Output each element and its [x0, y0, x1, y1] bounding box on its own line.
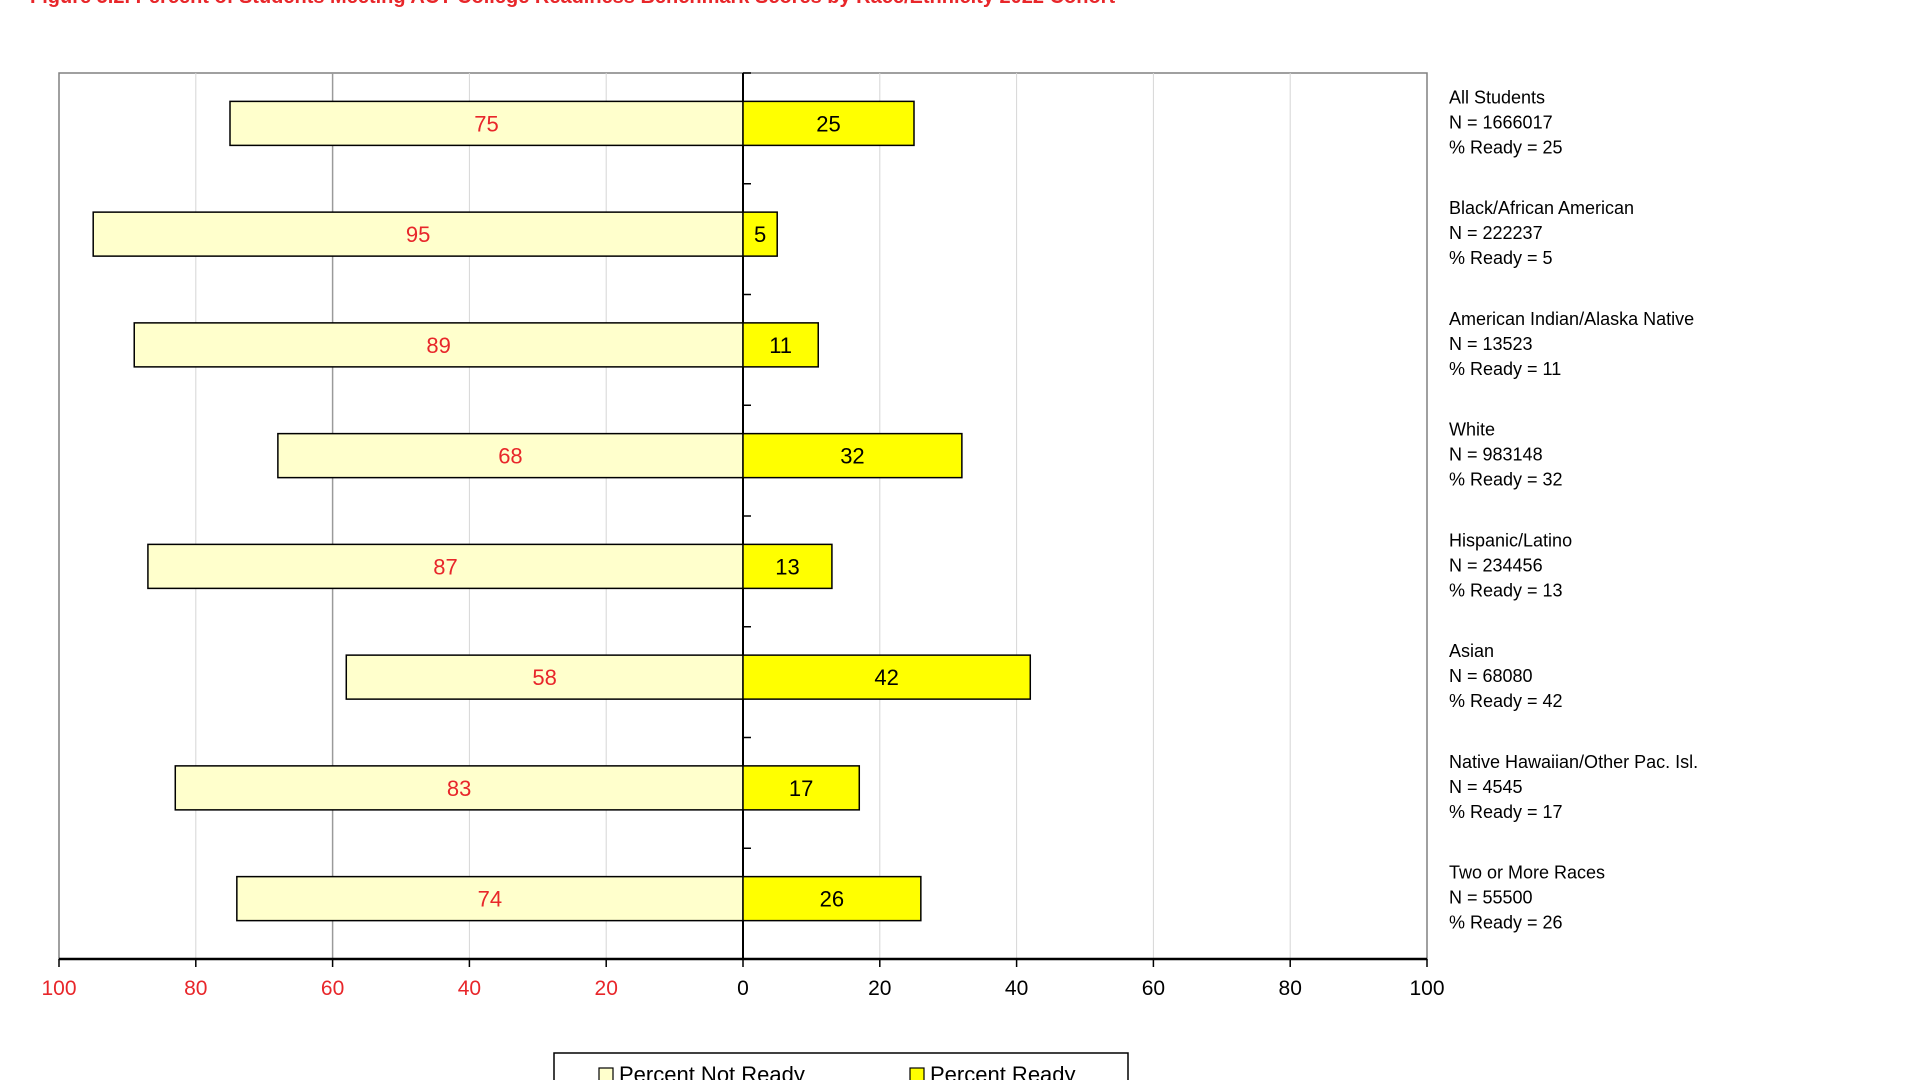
bar-not-ready [174, 765, 744, 811]
bar-not-ready [133, 322, 744, 368]
legend-box [553, 1052, 1129, 1080]
x-tick-label-right: 80 [1279, 977, 1302, 1000]
category-label: Native Hawaiian/Other Pac. Isl. [1449, 752, 1698, 772]
bar-ready [742, 765, 861, 811]
legend-swatch-not-ready [598, 1067, 614, 1080]
category-label: American Indian/Alaska Native [1449, 309, 1694, 329]
x-tick-label-right: 40 [1005, 977, 1028, 1000]
category-percent-ready: % Ready = 42 [1449, 691, 1563, 711]
x-tick-label-right: 0 [737, 977, 749, 1000]
legend-label-ready: Percent Ready [930, 1062, 1076, 1080]
category-label: Two or More Races [1449, 863, 1605, 883]
category-percent-ready: % Ready = 17 [1449, 802, 1563, 822]
data-label-not-ready: 89 [426, 333, 450, 358]
x-tick-label-right: 60 [1142, 977, 1165, 1000]
category-percent-ready: % Ready = 26 [1449, 913, 1563, 933]
chart-title: Figure 5.2. Percent of Students Meeting … [30, 0, 1830, 9]
bar-ready [742, 875, 922, 922]
category-percent-ready: % Ready = 13 [1449, 580, 1563, 600]
data-label-not-ready: 87 [433, 554, 457, 579]
category-n: N = 222237 [1449, 223, 1543, 243]
bar-not-ready [345, 654, 744, 700]
category-label: All Students [1449, 87, 1545, 107]
category-percent-ready: % Ready = 32 [1449, 470, 1563, 490]
category-label: Black/African American [1449, 198, 1634, 218]
data-label-ready: 13 [775, 554, 799, 579]
data-label-ready: 42 [874, 665, 898, 690]
category-percent-ready: % Ready = 5 [1449, 248, 1553, 268]
data-label-not-ready: 74 [478, 887, 502, 912]
data-label-ready: 25 [816, 111, 840, 136]
x-tick-label-right: 20 [868, 977, 891, 1000]
category-n: N = 55500 [1449, 888, 1533, 908]
x-tick-label-left: 40 [458, 977, 481, 1000]
bar-ready [742, 211, 778, 257]
category-n: N = 4545 [1449, 777, 1523, 797]
bar-ready [742, 100, 915, 147]
x-tick-label-left: 100 [41, 977, 76, 1000]
bar-not-ready [147, 543, 744, 590]
category-n: N = 13523 [1449, 334, 1533, 354]
x-tick-label-left: 20 [595, 977, 618, 1000]
legend-label-not-ready: Percent Not Ready [619, 1062, 805, 1080]
data-label-not-ready: 58 [532, 665, 556, 690]
category-label: Hispanic/Latino [1449, 530, 1572, 550]
bar-ready [742, 432, 963, 479]
bar-ready [742, 654, 1032, 700]
data-label-ready: 11 [769, 333, 792, 358]
category-percent-ready: % Ready = 11 [1449, 359, 1561, 379]
bar-not-ready [236, 875, 744, 922]
category-n: N = 1666017 [1449, 112, 1553, 132]
data-label-not-ready: 83 [447, 776, 471, 801]
x-tick-label-right: 100 [1409, 977, 1444, 1000]
data-label-not-ready: 68 [498, 444, 522, 469]
data-label-ready: 17 [789, 776, 813, 801]
category-label: White [1449, 420, 1495, 440]
x-tick-label-left: 60 [321, 977, 344, 1000]
bar-ready [742, 543, 833, 590]
category-n: N = 68080 [1449, 666, 1533, 686]
x-tick-label-left: 80 [184, 977, 207, 1000]
category-percent-ready: % Ready = 25 [1449, 137, 1563, 157]
data-label-not-ready: 95 [406, 222, 430, 247]
data-label-ready: 32 [840, 444, 864, 469]
bar-ready [742, 322, 819, 368]
category-n: N = 234456 [1449, 555, 1543, 575]
data-label-not-ready: 75 [474, 111, 498, 136]
data-label-ready: 26 [820, 887, 844, 912]
bar-not-ready [229, 100, 744, 147]
category-n: N = 983148 [1449, 445, 1543, 465]
legend-swatch-ready [909, 1067, 925, 1080]
data-label-ready: 5 [754, 222, 766, 247]
category-label: Asian [1449, 641, 1494, 661]
